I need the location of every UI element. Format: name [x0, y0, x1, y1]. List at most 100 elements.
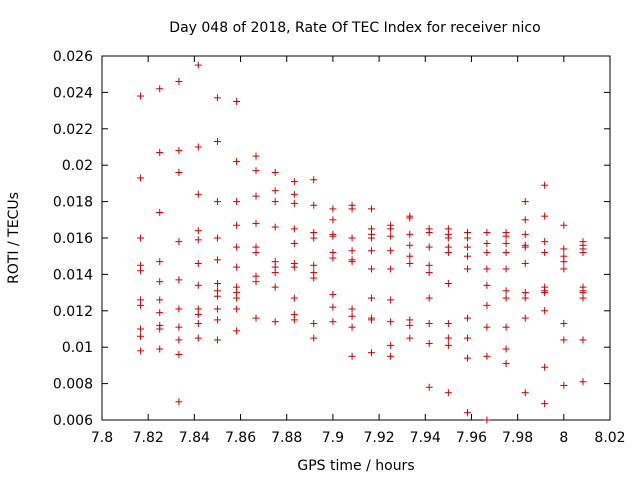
data-point	[464, 314, 472, 322]
data-point	[213, 316, 221, 324]
data-point	[213, 305, 221, 313]
data-point	[175, 398, 183, 406]
data-point	[464, 243, 472, 251]
data-point	[194, 236, 202, 244]
data-point	[252, 152, 260, 160]
data-point	[348, 352, 356, 360]
data-point	[310, 334, 318, 342]
data-point	[464, 334, 472, 342]
data-point	[541, 238, 549, 246]
data-point	[194, 227, 202, 235]
data-point	[348, 305, 356, 313]
data-point	[310, 234, 318, 242]
data-point	[367, 205, 375, 213]
x-tick-label: 7.82	[133, 430, 164, 446]
data-point	[271, 269, 279, 277]
data-point	[502, 360, 510, 368]
y-axis-ticks: 0.006 0.008 0.01 0.012 0.014 0.016 0.018 0.02 0.…	[53, 49, 610, 429]
data-point	[406, 259, 414, 267]
data-point	[444, 320, 452, 328]
data-point	[367, 234, 375, 242]
data-point	[252, 249, 260, 257]
data-point	[521, 230, 529, 238]
data-point	[406, 230, 414, 238]
data-point	[175, 323, 183, 331]
data-point	[175, 238, 183, 246]
data-point	[271, 318, 279, 326]
data-point	[483, 352, 491, 360]
data-point	[156, 278, 164, 286]
y-tick-label: 0.008	[53, 377, 93, 393]
x-tick-label: 7.86	[225, 430, 256, 446]
y-axis-label: ROTI / TECUs	[6, 192, 22, 284]
data-point	[348, 234, 356, 242]
data-point	[271, 283, 279, 291]
data-point	[348, 312, 356, 320]
data-point	[367, 316, 375, 324]
data-point	[387, 296, 395, 304]
data-point	[271, 168, 279, 176]
data-point	[579, 378, 587, 386]
data-point	[271, 198, 279, 206]
data-point	[194, 190, 202, 198]
data-point	[252, 219, 260, 227]
data-point	[271, 223, 279, 231]
data-point	[137, 267, 145, 275]
data-point	[444, 389, 452, 397]
data-point	[444, 341, 452, 349]
x-tick-label: 7.94	[410, 430, 441, 446]
data-point	[444, 280, 452, 287]
data-point	[483, 301, 491, 309]
data-point	[483, 416, 491, 424]
data-point	[502, 345, 510, 353]
data-point	[213, 336, 221, 344]
data-point	[541, 289, 549, 297]
data-point	[483, 323, 491, 331]
data-point	[194, 61, 202, 69]
data-point	[194, 310, 202, 318]
data-point	[290, 239, 298, 247]
data-point	[329, 290, 337, 298]
data-point	[502, 239, 510, 247]
y-tick-label: 0.01	[62, 340, 93, 356]
data-point	[175, 305, 183, 313]
data-point	[156, 85, 164, 93]
data-point	[175, 77, 183, 85]
data-point	[213, 280, 221, 287]
data-point	[425, 243, 433, 251]
y-tick-label: 0.012	[53, 304, 93, 320]
data-point	[348, 258, 356, 266]
data-point	[560, 336, 568, 344]
data-point	[560, 265, 568, 273]
data-points	[137, 61, 587, 424]
data-point	[175, 147, 183, 155]
data-point	[406, 334, 414, 342]
data-point	[310, 274, 318, 282]
data-point	[252, 167, 260, 175]
data-point	[310, 320, 318, 328]
data-point	[194, 281, 202, 289]
data-point	[521, 389, 529, 397]
data-point	[213, 138, 221, 146]
data-point	[233, 98, 241, 105]
data-point	[233, 327, 241, 335]
data-point	[156, 148, 164, 156]
data-point	[252, 192, 260, 200]
data-point	[156, 209, 164, 217]
y-tick-label: 0.016	[53, 231, 93, 247]
data-point	[464, 234, 472, 242]
data-point	[464, 354, 472, 362]
data-point	[444, 234, 452, 242]
data-point	[483, 265, 491, 273]
data-point	[367, 349, 375, 357]
y-tick-label: 0.026	[53, 49, 93, 65]
data-point	[425, 294, 433, 302]
data-point	[406, 241, 414, 249]
plot-area-frame	[101, 55, 611, 421]
data-point	[425, 269, 433, 277]
data-point	[137, 347, 145, 355]
data-point	[290, 316, 298, 324]
data-point	[271, 187, 279, 195]
data-point	[464, 252, 472, 260]
